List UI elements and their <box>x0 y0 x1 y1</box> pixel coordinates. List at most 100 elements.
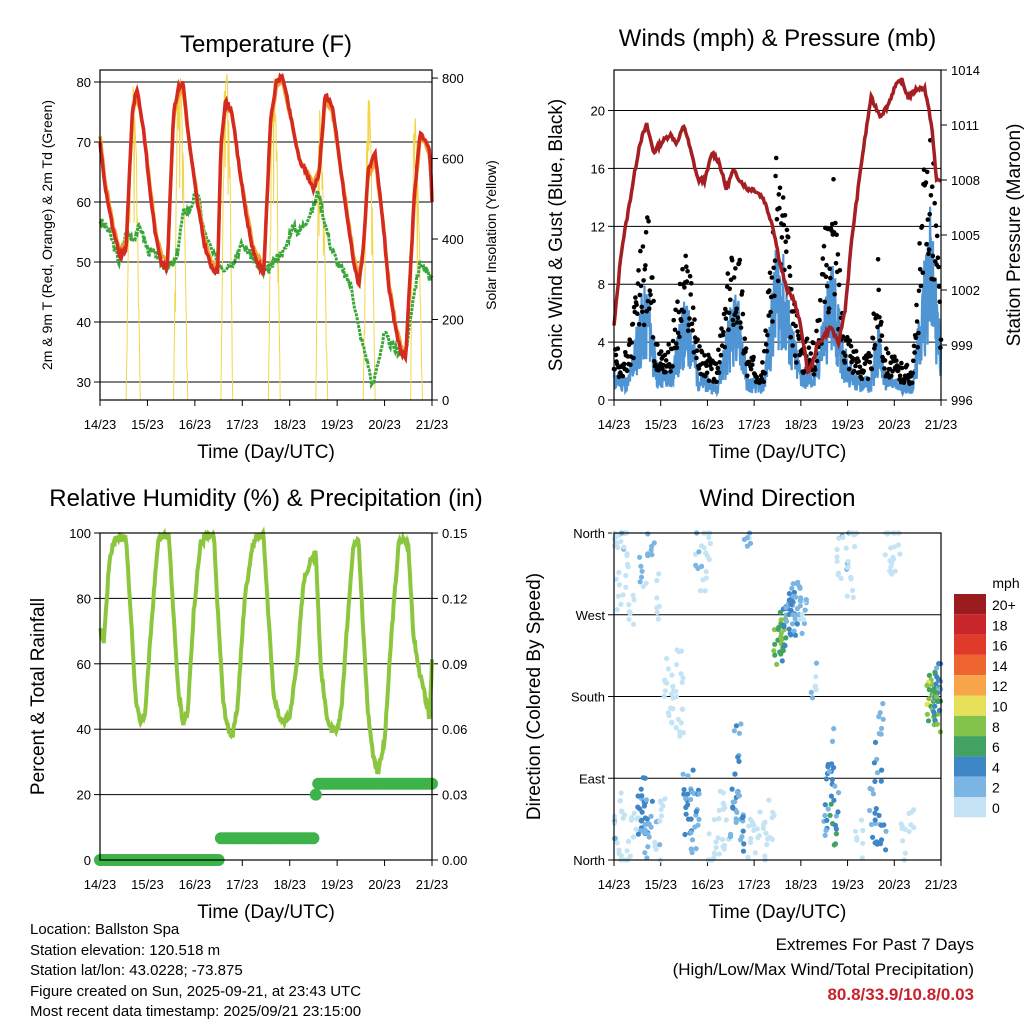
direction-point <box>788 607 794 614</box>
colorbar-swatch <box>954 654 986 676</box>
gust-point <box>640 244 646 249</box>
direction-point <box>845 558 851 565</box>
gust-point <box>834 232 839 238</box>
gust-point <box>936 264 941 270</box>
direction-point <box>730 799 736 805</box>
direction-point <box>620 815 626 821</box>
direction-point <box>829 776 836 783</box>
x-tick-label: 17/23 <box>738 417 771 432</box>
direction-point <box>648 547 654 553</box>
direction-point <box>677 733 683 739</box>
direction-point <box>880 701 886 707</box>
gust-point <box>927 211 932 217</box>
direction-point <box>682 831 688 838</box>
y2-axis-label: Station Pressure (Maroon) <box>1004 124 1024 347</box>
direction-point <box>779 636 785 643</box>
direction-point <box>621 544 627 550</box>
direction-point <box>788 601 794 608</box>
direction-point <box>740 828 746 834</box>
direction-point <box>911 807 917 813</box>
gust-point <box>882 358 888 363</box>
gust-point <box>764 348 770 354</box>
gust-point <box>912 350 917 355</box>
direction-point <box>623 572 629 579</box>
gust-point <box>722 344 727 350</box>
gust-point <box>875 324 880 330</box>
direction-point <box>654 605 660 611</box>
direction-point <box>651 540 657 546</box>
x-tick-label: 18/23 <box>785 417 818 432</box>
direction-point <box>778 617 784 623</box>
gust-point <box>687 316 692 321</box>
direction-point <box>932 703 938 709</box>
direction-point <box>706 535 712 541</box>
gust-point <box>916 288 922 294</box>
direction-point <box>848 576 854 582</box>
gust-point <box>884 346 889 352</box>
direction-point <box>716 807 722 814</box>
colorbar-swatch <box>954 594 986 615</box>
direction-point <box>739 815 746 821</box>
direction-point <box>878 837 885 843</box>
direction-point <box>772 641 778 647</box>
gust-point <box>823 274 829 280</box>
direction-point <box>631 597 637 603</box>
gust-point <box>715 365 721 371</box>
gust-point <box>740 311 746 317</box>
gust-point <box>836 282 842 288</box>
gust-point <box>775 278 781 284</box>
gust-point <box>638 248 643 254</box>
direction-point <box>616 582 623 588</box>
gust-point <box>879 319 884 325</box>
gust-point <box>910 370 915 376</box>
gust-point <box>773 155 779 161</box>
gust-point <box>704 363 709 369</box>
y2-tick-label: 0.12 <box>442 591 467 606</box>
y-tick-label: 4 <box>598 335 605 350</box>
gust-point <box>768 309 773 315</box>
direction-point <box>906 810 912 817</box>
direction-point <box>831 797 837 803</box>
gust-point <box>826 306 832 311</box>
direction-point <box>794 606 801 612</box>
direction-point <box>786 591 793 597</box>
gust-point <box>859 376 865 382</box>
gust-point <box>638 283 644 289</box>
y2-tick-label: 0.00 <box>442 853 467 868</box>
direction-point <box>680 706 686 712</box>
direction-point <box>654 609 660 616</box>
direction-point <box>782 643 788 649</box>
chart-title: Wind Direction <box>699 485 855 512</box>
direction-point <box>869 786 875 793</box>
direction-point <box>645 831 651 837</box>
direction-point <box>679 679 685 686</box>
gust-point <box>645 215 650 220</box>
direction-point <box>733 816 739 822</box>
gust-point <box>706 378 712 384</box>
direction-point <box>824 817 830 824</box>
gust-point <box>811 372 817 377</box>
gust-point <box>856 359 861 364</box>
y-tick-label: 100 <box>69 526 91 541</box>
x-tick-label: 15/23 <box>131 877 164 892</box>
gust-point <box>770 319 775 324</box>
gust-point <box>714 379 719 385</box>
x-tick-label: 20/23 <box>878 417 911 432</box>
gust-point <box>683 253 688 259</box>
gust-point <box>808 351 814 356</box>
gust-point <box>923 180 929 185</box>
direction-point <box>613 576 619 582</box>
gust-point <box>875 257 881 262</box>
direction-point <box>624 552 630 559</box>
direction-point <box>685 773 691 779</box>
direction-point <box>878 725 885 732</box>
direction-point <box>685 802 691 808</box>
direction-point <box>670 683 676 690</box>
gust-point <box>633 295 638 300</box>
direction-point <box>838 575 844 582</box>
gust-point <box>877 314 882 320</box>
gust-point <box>655 342 660 347</box>
gust-point <box>788 334 793 340</box>
x-tick-label: 20/23 <box>368 417 401 432</box>
direction-point <box>665 666 672 672</box>
